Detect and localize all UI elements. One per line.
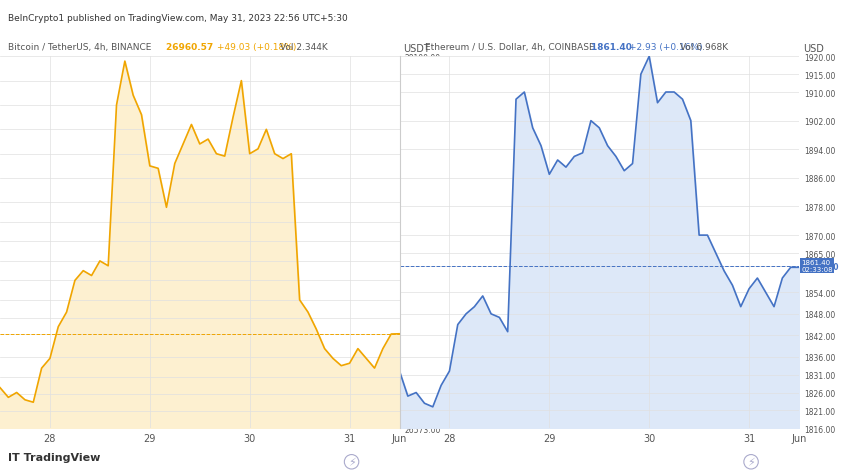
Text: BeInCrypto1 published on TradingView.com, May 31, 2023 22:56 UTC+5:30: BeInCrypto1 published on TradingView.com… (8, 14, 348, 23)
Text: Vol 2.344K: Vol 2.344K (280, 43, 328, 52)
Text: Bitcoin / TetherUS, 4h, BINANCE: Bitcoin / TetherUS, 4h, BINANCE (8, 43, 157, 52)
Text: IT TradingView: IT TradingView (8, 452, 101, 462)
Text: 1861.40: 1861.40 (591, 43, 638, 52)
Text: ⚡: ⚡ (348, 457, 355, 467)
Text: +49.03 (+0.18%): +49.03 (+0.18%) (217, 43, 302, 52)
Text: USD: USD (803, 43, 824, 53)
Text: 26960.57
02:33:08: 26960.57 02:33:08 (402, 327, 435, 341)
Text: ⚡: ⚡ (747, 457, 755, 467)
Text: 26960.57: 26960.57 (166, 43, 219, 52)
Text: +2.93 (+0.16%): +2.93 (+0.16%) (629, 43, 708, 52)
Text: Vol 6.968K: Vol 6.968K (680, 43, 728, 52)
Text: 1861.40
02:33:08: 1861.40 02:33:08 (802, 260, 833, 273)
Text: USDT: USDT (404, 43, 430, 53)
Text: Ethereum / U.S. Dollar, 4h, COINBASE: Ethereum / U.S. Dollar, 4h, COINBASE (425, 43, 600, 52)
